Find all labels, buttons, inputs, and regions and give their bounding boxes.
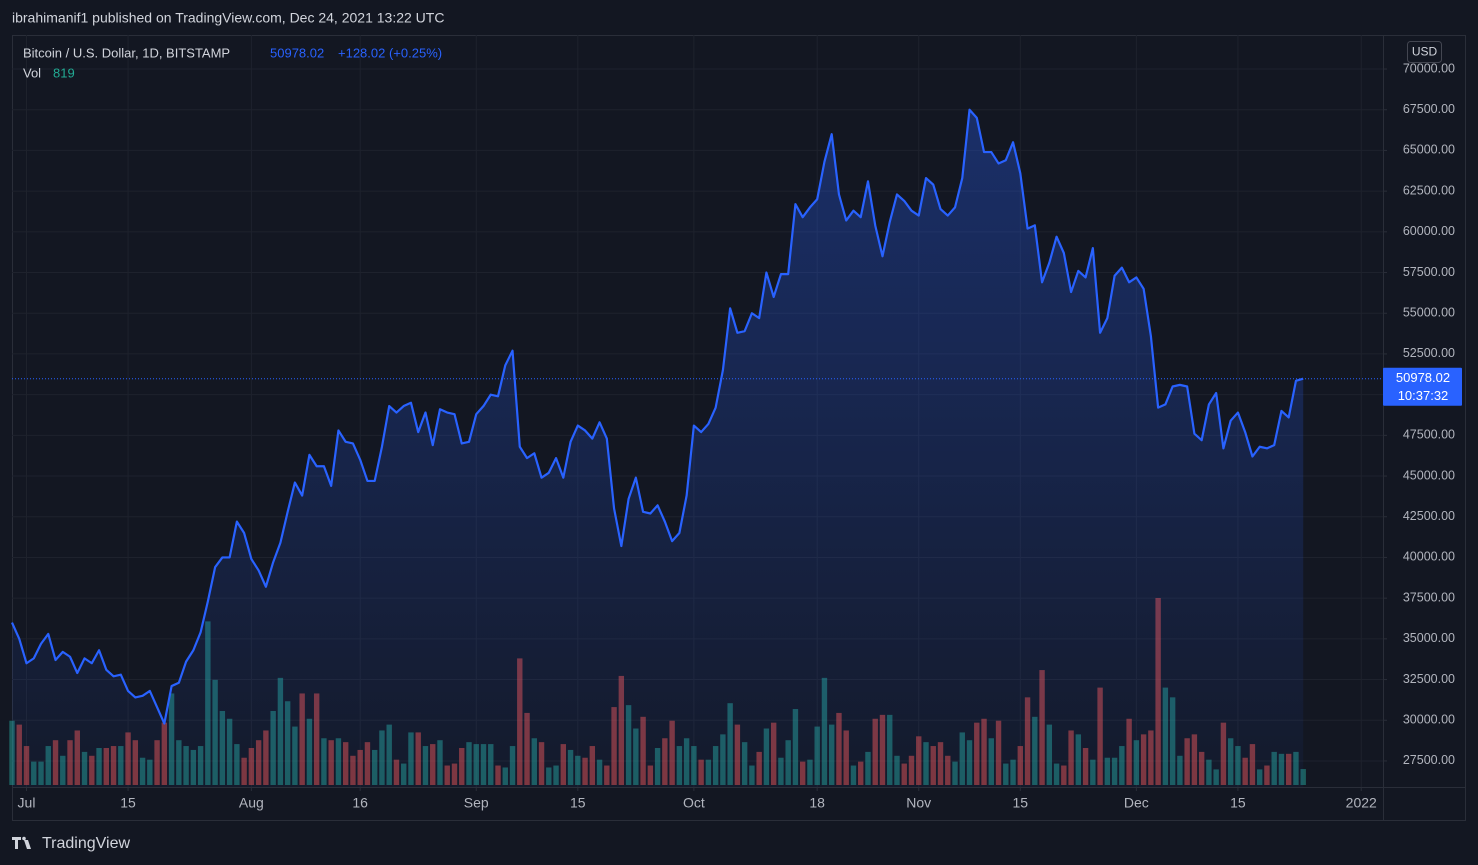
y-tick-label: 32500.00 <box>1403 672 1455 686</box>
legend-symbol: Bitcoin / U.S. Dollar, 1D, BITSTAMP <box>23 45 230 60</box>
area-fill <box>12 109 1304 788</box>
countdown: 10:37:32 <box>1398 388 1449 403</box>
y-tick-label: 65000.00 <box>1403 143 1455 157</box>
currency-box[interactable] <box>1407 41 1442 63</box>
legend-price: 50978.02 <box>270 45 324 60</box>
x-tick-label: 15 <box>570 795 586 811</box>
legend-volume-name: Vol <box>23 65 41 80</box>
brand-logo[interactable]: TradingView <box>12 835 130 852</box>
y-tick-label: 42500.00 <box>1403 509 1455 523</box>
x-tick-label: Nov <box>906 795 931 811</box>
y-tick-label: 55000.00 <box>1403 306 1455 320</box>
x-tick-label: 15 <box>1230 795 1246 811</box>
y-tick-label: 52500.00 <box>1403 346 1455 360</box>
y-tick-label: 62500.00 <box>1403 183 1455 197</box>
x-tick-label: Sep <box>464 795 489 811</box>
brand: TradingView <box>42 835 130 852</box>
x-tick-label: 2022 <box>1346 795 1377 811</box>
y-tick-label: 57500.00 <box>1403 265 1455 279</box>
last-price-box <box>1383 367 1462 406</box>
legend-volume-value: 819 <box>53 65 75 80</box>
y-tick-label: 70000.00 <box>1403 61 1455 75</box>
y-tick-label: 37500.00 <box>1403 590 1455 604</box>
price-line <box>10 108 1304 725</box>
axes: 27500.00 30000.00 32500.00 35000.00 37500.00… <box>18 61 1462 811</box>
legend-change: +128.02 (+0.25%) <box>338 45 442 60</box>
currency: USD <box>1412 45 1438 59</box>
y-tick-label: 67500.00 <box>1403 102 1455 116</box>
y-tick-label: 30000.00 <box>1403 713 1455 727</box>
x-tick-label: Oct <box>683 795 705 811</box>
x-tick-label: 15 <box>1013 795 1029 811</box>
last-price-label: 50978.02 <box>1396 370 1450 385</box>
y-tick-label: 40000.00 <box>1403 550 1455 564</box>
y-tick-label: 60000.00 <box>1403 224 1455 238</box>
y-tick-label: 35000.00 <box>1403 631 1455 645</box>
y-tick-label: 27500.00 <box>1403 753 1455 767</box>
x-tick-label: Aug <box>239 795 264 811</box>
x-tick-label: 15 <box>120 795 136 811</box>
x-tick-label: 18 <box>809 795 825 811</box>
y-tick-label: 45000.00 <box>1403 468 1455 482</box>
x-tick-label: 16 <box>352 795 368 811</box>
publish-info: ibrahimanif1 published on TradingView.co… <box>12 10 444 26</box>
x-tick-label: Dec <box>1124 795 1149 811</box>
logo-icon <box>12 837 31 849</box>
plot <box>9 108 1383 788</box>
y-tick-label: 47500.00 <box>1403 428 1455 442</box>
x-tick-label: Jul <box>18 795 36 811</box>
logo-dot <box>22 836 26 841</box>
